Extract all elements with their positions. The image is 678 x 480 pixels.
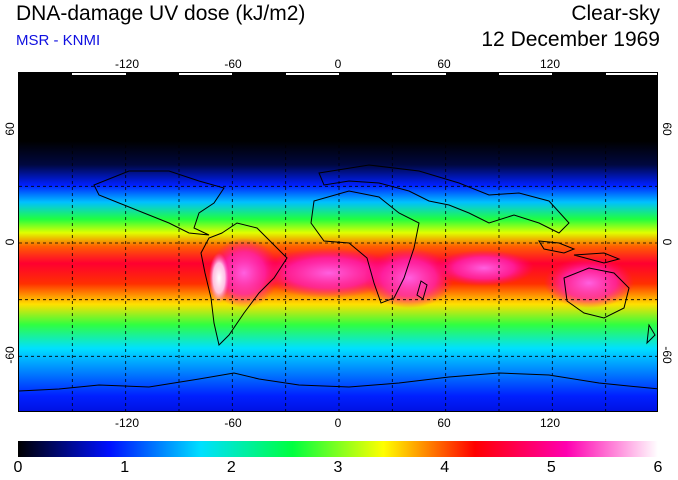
lat-tick-left: -60 (3, 346, 17, 364)
lon-tick-bottom: -60 (224, 416, 242, 430)
lon-tick-top: 0 (334, 57, 342, 71)
source-label: MSR - KNMI (16, 32, 101, 49)
lat-tick-left: 60 (3, 122, 17, 136)
colorbar-tick-label: 2 (226, 459, 236, 476)
coast-new-zealand (646, 323, 656, 345)
lon-tick-bottom: -120 (114, 416, 140, 430)
graticule (19, 73, 657, 411)
uv-high-africa (364, 248, 454, 308)
colorbar-tick-label: 1 (120, 459, 130, 476)
lat-tick-right: 0 (660, 238, 674, 246)
sky-condition-label: Clear-sky (571, 2, 660, 25)
lat-tick-right: 60 (660, 122, 674, 136)
colorbar-tick-label: 0 (13, 459, 23, 476)
uv-peak-andes (209, 253, 229, 303)
coast-africa (310, 190, 420, 304)
date-label: 12 December 1969 (481, 28, 660, 51)
lon-tick-top: -120 (114, 57, 140, 71)
lon-tick-bottom: 60 (437, 416, 451, 430)
lon-tick-bottom: 120 (539, 416, 561, 430)
uv-high-indian-ocean (434, 250, 534, 286)
colorbar-tick-label: 6 (653, 459, 663, 476)
uv-high-australia (544, 258, 634, 308)
uv-dose-map (18, 72, 658, 412)
coastlines (19, 164, 657, 392)
lon-tick-top: -60 (224, 57, 242, 71)
lon-tick-bottom: 0 (334, 416, 342, 430)
frame-ticks (72, 73, 657, 75)
lat-tick-right: -60 (660, 346, 674, 364)
map-title: DNA-damage UV dose (kJ/m2) (16, 2, 306, 25)
coast-antarctica (19, 372, 657, 392)
coast-north-america (93, 170, 225, 236)
coast-eurasia (318, 164, 570, 234)
colorbar-tick-label: 3 (333, 459, 343, 476)
lat-tick-left: 0 (3, 238, 17, 246)
coast-madagascar (416, 280, 428, 300)
coast-south-america (200, 222, 288, 346)
colorbar-tick-label: 4 (440, 459, 450, 476)
colorbar (18, 441, 658, 457)
uv-high-atlantic (259, 248, 399, 298)
colorbar-tick-label: 5 (546, 459, 556, 476)
lon-tick-top: 60 (437, 57, 451, 71)
lon-tick-top: 120 (539, 57, 561, 71)
coast-australia (563, 267, 630, 319)
